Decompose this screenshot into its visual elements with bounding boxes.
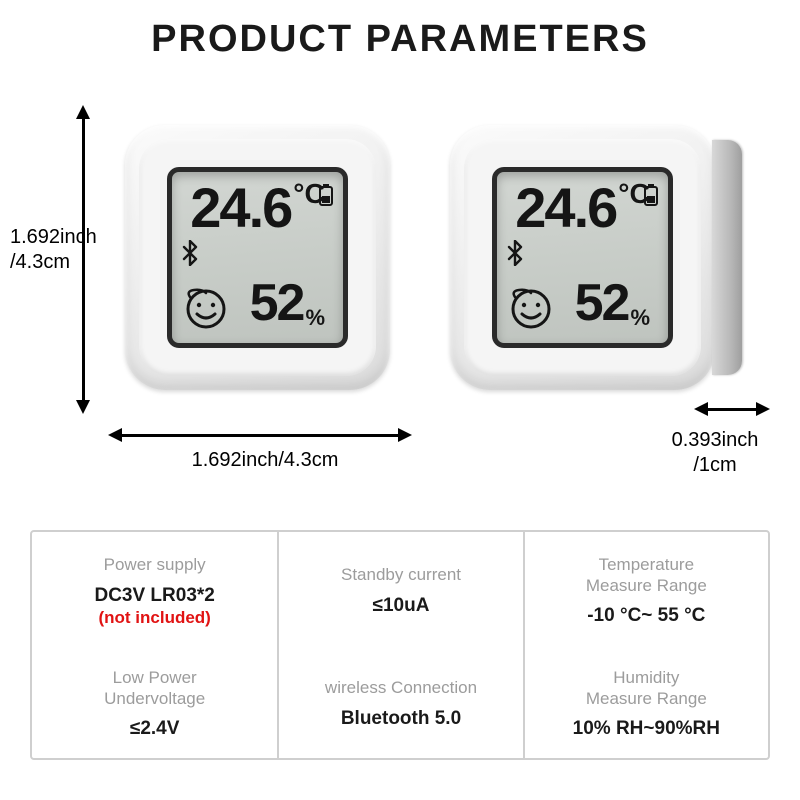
- humidity-value: 52: [575, 274, 629, 332]
- temperature-unit: °C: [618, 178, 649, 209]
- temperature-value: 24.6: [190, 176, 291, 239]
- temperature-readout: 24.6°C: [172, 180, 343, 236]
- temperature-readout: 24.6°C: [497, 180, 668, 236]
- smiley-icon: [509, 287, 553, 331]
- depth-arrow-line: [706, 408, 758, 411]
- height-label: 1.692inch /4.3cm: [10, 225, 110, 275]
- humidity-readout: 52%: [250, 277, 325, 329]
- spec-label-line2: Undervoltage: [104, 689, 205, 708]
- height-arrow-head-bottom: [76, 400, 90, 414]
- device-depth-edge: [712, 140, 742, 375]
- spec-undervoltage: Low Power Undervoltage ≤2.4V: [32, 645, 277, 758]
- width-arrow-head-left: [108, 428, 122, 442]
- width-label: 1.692inch/4.3cm: [135, 448, 395, 473]
- height-line2: /4.3cm: [10, 251, 70, 273]
- spec-label: wireless Connection: [293, 678, 508, 698]
- depth-arrow-head-left: [694, 402, 708, 416]
- spec-label-line2: Measure Range: [586, 576, 707, 595]
- spec-power-supply: Power supply DC3V LR03*2 (not included): [32, 532, 277, 645]
- spec-label: Power supply: [46, 555, 263, 575]
- spec-label: Standby current: [293, 565, 508, 585]
- spec-value: -10 °C~ 55 °C: [539, 604, 754, 628]
- spec-label: Humidity Measure Range: [539, 668, 754, 709]
- device-side-view: 24.6°C 52%: [450, 125, 715, 390]
- spec-label-line1: Temperature: [599, 555, 694, 574]
- device-lcd: 24.6°C 52%: [167, 167, 348, 348]
- width-arrow-line: [120, 434, 400, 437]
- device-front-view: 24.6°C 52%: [125, 125, 390, 390]
- width-arrow-head-right: [398, 428, 412, 442]
- height-line1: 1.692inch: [10, 226, 97, 248]
- humidity-unit: %: [630, 305, 650, 330]
- depth-line1: 0.393inch: [672, 429, 759, 451]
- depth-arrow-head-right: [756, 402, 770, 416]
- humidity-unit: %: [305, 305, 325, 330]
- spec-wireless: wireless Connection Bluetooth 5.0: [277, 645, 522, 758]
- spec-label-line1: Humidity: [613, 668, 679, 687]
- bluetooth-icon: [182, 240, 198, 266]
- device-lcd: 24.6°C 52%: [492, 167, 673, 348]
- spec-temperature-range: Temperature Measure Range -10 °C~ 55 °C: [523, 532, 768, 645]
- spec-label: Temperature Measure Range: [539, 555, 754, 596]
- depth-label: 0.393inch /1cm: [640, 428, 790, 478]
- spec-value: 10% RH~90%RH: [539, 717, 754, 741]
- spec-value: ≤10uA: [293, 594, 508, 618]
- page-title: PRODUCT PARAMETERS: [0, 18, 800, 61]
- spec-table: Power supply DC3V LR03*2 (not included) …: [30, 530, 770, 760]
- spec-value: DC3V LR03*2: [46, 584, 263, 608]
- temperature-value: 24.6: [515, 176, 616, 239]
- height-arrow-head-top: [76, 105, 90, 119]
- spec-value: ≤2.4V: [46, 717, 263, 741]
- temperature-unit: °C: [293, 178, 324, 209]
- smiley-icon: [184, 287, 228, 331]
- spec-standby-current: Standby current ≤10uA: [277, 532, 522, 645]
- spec-label-line1: Low Power: [113, 668, 197, 687]
- spec-humidity-range: Humidity Measure Range 10% RH~90%RH: [523, 645, 768, 758]
- depth-line2: /1cm: [693, 454, 736, 476]
- spec-label-line2: Measure Range: [586, 689, 707, 708]
- spec-note: (not included): [46, 608, 263, 628]
- bluetooth-icon: [507, 240, 523, 266]
- spec-label: Low Power Undervoltage: [46, 668, 263, 709]
- spec-value: Bluetooth 5.0: [293, 707, 508, 731]
- humidity-value: 52: [250, 274, 304, 332]
- humidity-readout: 52%: [575, 277, 650, 329]
